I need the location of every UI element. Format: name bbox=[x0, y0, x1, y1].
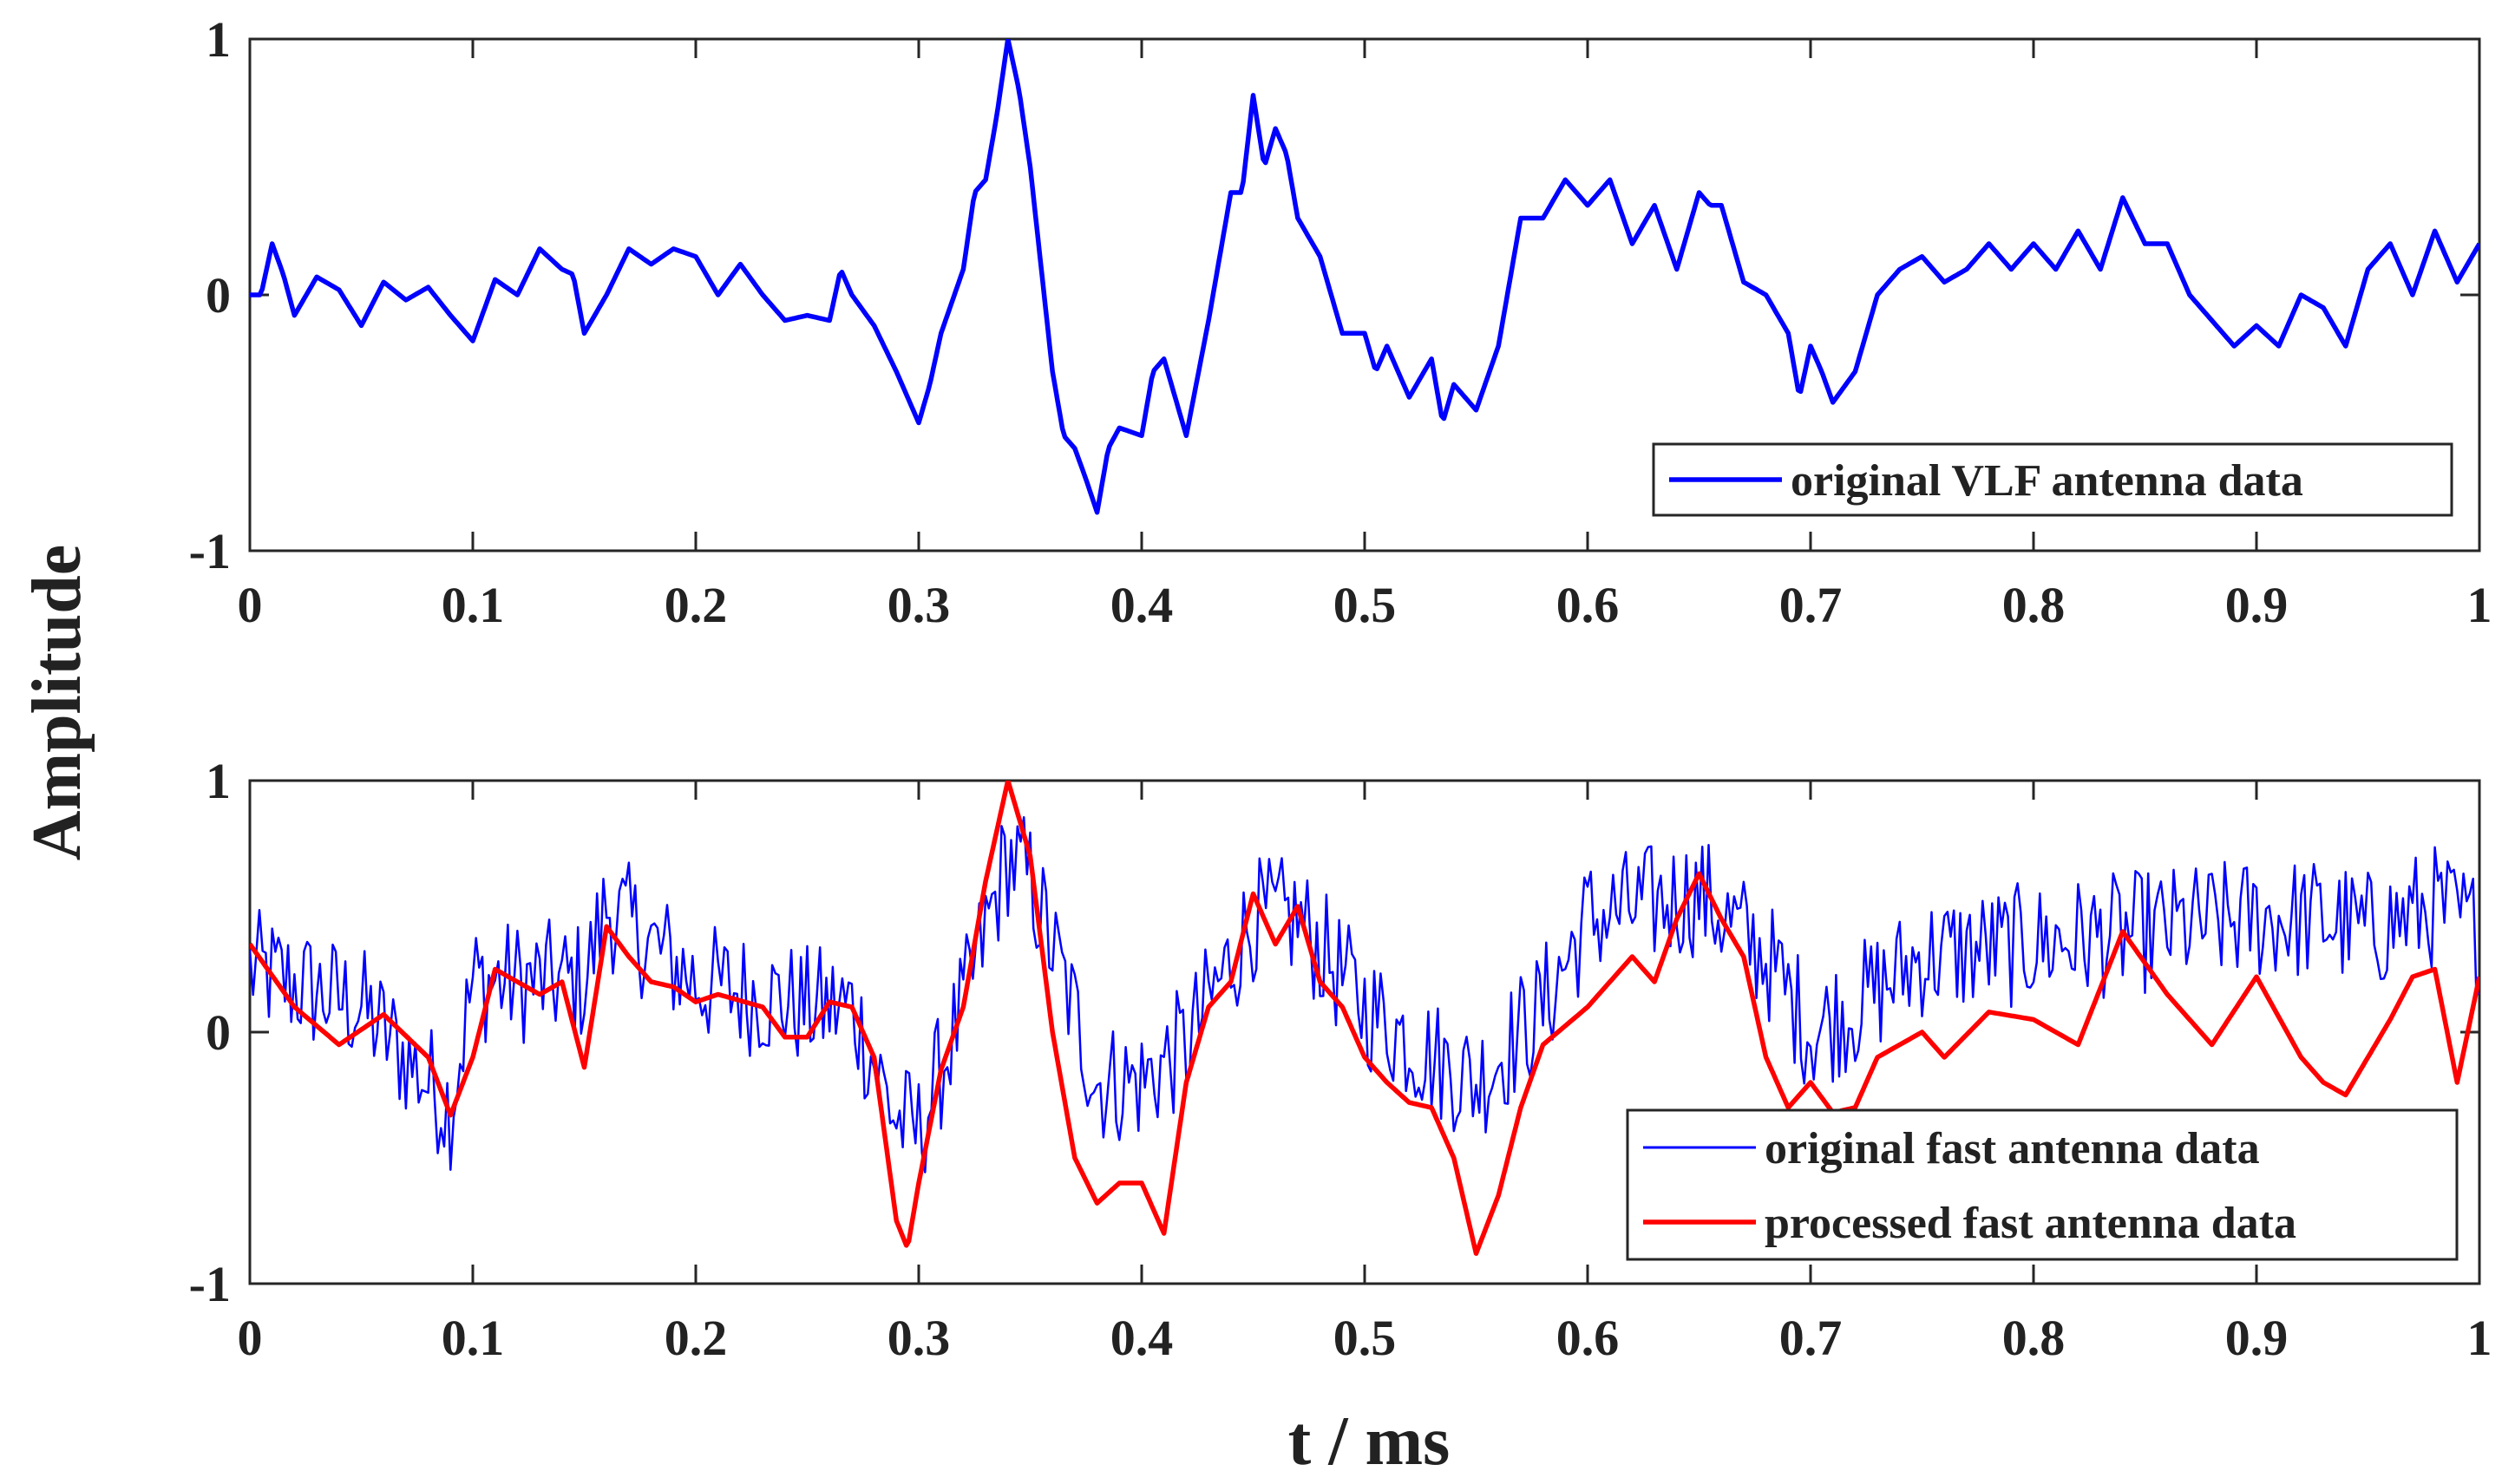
x-tick-label: 0.3 bbox=[887, 1310, 951, 1366]
x-tick-label: 0.2 bbox=[665, 1310, 728, 1366]
series-line-1 bbox=[250, 781, 2479, 1256]
x-tick-label: 1 bbox=[2467, 577, 2492, 633]
y-axis-label: Amplitude bbox=[19, 545, 95, 861]
legend-box bbox=[1626, 1108, 2459, 1261]
x-tick-label: 0.7 bbox=[1779, 1310, 1843, 1366]
x-tick-label: 0.6 bbox=[1556, 577, 1620, 633]
x-tick-label: 0.5 bbox=[1333, 577, 1397, 633]
series-line-0 bbox=[250, 39, 2479, 515]
x-tick-label: 1 bbox=[2467, 1310, 2492, 1366]
legend-entry: original fast antenna data bbox=[1765, 1124, 2260, 1173]
x-tick-label: 0.7 bbox=[1779, 577, 1843, 633]
x-tick-label: 0.3 bbox=[887, 577, 951, 633]
x-axis-label: t / ms bbox=[1288, 1403, 1451, 1480]
y-tick-label: 1 bbox=[206, 11, 231, 68]
x-tick-label: 0.1 bbox=[442, 1310, 505, 1366]
x-tick-label: 0 bbox=[238, 1310, 263, 1366]
x-tick-label: 0 bbox=[238, 577, 263, 633]
legend-box bbox=[1652, 442, 2453, 517]
fast-antenna-panel: 0 0.1 0.2 0.3 0.4 0.5 0.6 0.7 0.8 0.9 1-101origina… bbox=[189, 753, 2492, 1366]
y-tick-label: -1 bbox=[189, 523, 231, 579]
y-tick-label: -1 bbox=[189, 1256, 231, 1312]
y-tick-label: 1 bbox=[206, 753, 231, 809]
y-tick-label: 0 bbox=[206, 1004, 231, 1061]
x-tick-label: 0.4 bbox=[1110, 1310, 1174, 1366]
x-tick-label: 0.6 bbox=[1556, 1310, 1620, 1366]
x-tick-label: 0.1 bbox=[442, 577, 505, 633]
legend-entry: original VLF antenna data bbox=[1791, 456, 2303, 506]
x-tick-label: 0.9 bbox=[2225, 1310, 2289, 1366]
x-tick-label: 0.8 bbox=[2002, 1310, 2066, 1366]
x-tick-label: 0.8 bbox=[2002, 577, 2066, 633]
series-line-0 bbox=[250, 816, 2479, 1173]
y-tick-label: 0 bbox=[206, 267, 231, 324]
vlf-panel: 0 0.1 0.2 0.3 0.4 0.5 0.6 0.7 0.8 0.9 1-101origina… bbox=[189, 11, 2492, 633]
x-tick-label: 0.4 bbox=[1110, 577, 1174, 633]
x-tick-label: 0.2 bbox=[665, 577, 728, 633]
x-tick-label: 0.5 bbox=[1333, 1310, 1397, 1366]
legend-entry: processed fast antenna data bbox=[1765, 1199, 2296, 1248]
x-tick-label: 0.9 bbox=[2225, 577, 2289, 633]
